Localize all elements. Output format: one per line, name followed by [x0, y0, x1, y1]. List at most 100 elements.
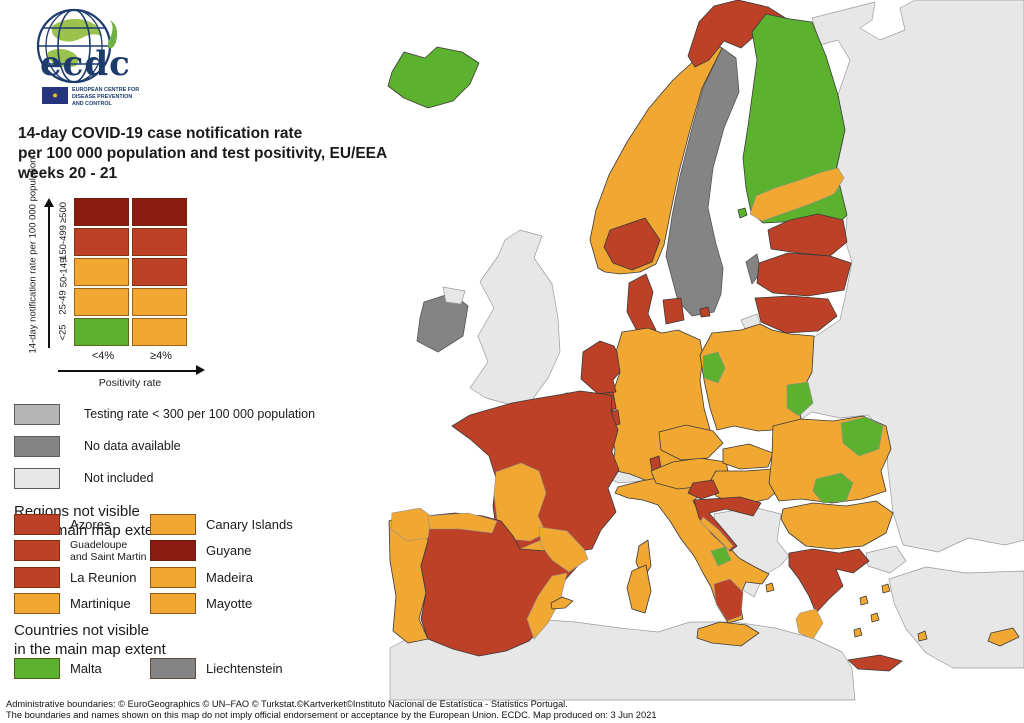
matrix-row-label: 25-49 — [58, 289, 69, 315]
matrix-cell-orange — [74, 258, 129, 286]
swatch-orange — [150, 593, 196, 615]
swatch-nodata — [14, 435, 60, 457]
status-legend-label: Not included — [84, 471, 154, 485]
region-legend-item-label: La Reunion — [70, 569, 137, 585]
map-peloponnese — [795, 608, 824, 640]
map-uk — [469, 229, 561, 405]
map-netherlands — [580, 340, 621, 395]
map-sweden — [665, 47, 740, 317]
map-balearic-islands — [550, 596, 574, 610]
matrix-cell-orange — [132, 318, 187, 346]
map-croatia-coast — [699, 516, 734, 551]
matrix-row: 50-149 — [56, 257, 187, 287]
map-ionian-island — [765, 582, 775, 593]
map-iceland — [387, 46, 480, 109]
swatch-testing — [14, 403, 60, 425]
region-legend-item: Martinique — [14, 591, 150, 618]
matrix-col-label: <4% — [91, 350, 115, 362]
matrix-row: ≥500 — [56, 198, 187, 226]
map-slovakia — [722, 443, 774, 470]
ecdc-globe-icon — [36, 8, 118, 84]
matrix-row-label: 50-149 — [58, 257, 69, 287]
map-aland — [737, 207, 748, 219]
map-turkey — [888, 566, 1024, 669]
matrix-cell-darkred — [74, 198, 129, 226]
region-legend-item-label: Guyane — [206, 543, 252, 559]
region-legend-item-label: Guadeloupe and Saint Martin — [70, 538, 147, 563]
map-molise — [710, 546, 732, 567]
status-legend: Testing rate < 300 per 100 000 populatio… — [14, 398, 344, 494]
region-legend-item: Azores — [14, 511, 150, 538]
map-turkish-thrace — [865, 545, 907, 574]
map-valencia-murcia — [526, 572, 568, 640]
map-northern-ireland — [442, 286, 466, 305]
status-legend-item: Not included — [14, 462, 344, 494]
map-lubusz — [702, 351, 726, 384]
title-line-2: per 100 000 population and test positivi… — [18, 145, 388, 163]
map-denmark — [626, 273, 711, 334]
map-romania-northeast — [840, 416, 884, 457]
country-legend-item: Liechtenstein — [150, 655, 330, 682]
title-line-3: weeks 20 - 21 — [18, 165, 118, 183]
status-legend-item: No data available — [14, 430, 344, 462]
region-legend-item-label: Mayotte — [206, 596, 253, 612]
map-spain-north-coast — [427, 512, 498, 534]
map-greece — [788, 548, 870, 614]
ecdc-org-text: EUROPEAN CENTRE FOR DISEASE PREVENTION A… — [72, 87, 140, 107]
map-aragon-catalonia — [538, 526, 589, 573]
matrix-cell-green — [74, 318, 129, 346]
map-footer: Administrative boundaries: © EuroGeograp… — [6, 699, 1020, 721]
swatch-orange — [14, 593, 60, 615]
matrix-column-labels: <4% ≥4% — [74, 350, 190, 362]
swatch-notincluded — [14, 467, 60, 489]
map-czechia — [658, 424, 724, 461]
map-aegean-islands — [853, 583, 928, 642]
region-legend-item: Madeira — [150, 564, 330, 591]
region-legend-item: Guadeloupe and Saint Martin — [14, 538, 150, 565]
region-legend-item-label: Martinique — [70, 596, 131, 612]
map-estonia — [767, 213, 848, 257]
matrix-cell-brick — [132, 228, 187, 256]
matrix-cell-orange — [74, 288, 129, 316]
matrix-row: 25-49 — [56, 288, 187, 316]
matrix-cell-brick — [132, 258, 187, 286]
swatch-orange — [150, 513, 196, 535]
matrix-cell-orange — [132, 288, 187, 316]
matrix-row-label: ≥500 — [58, 201, 70, 223]
rate-positivity-matrix-legend: 14-day notification rate per 100 000 pop… — [18, 158, 208, 398]
swatch-darkred — [150, 540, 196, 562]
matrix-cell-darkred — [132, 198, 187, 226]
countries-section-heading: Countries not visible in the main map ex… — [14, 622, 166, 659]
country-legend-item: Malta — [14, 655, 150, 682]
ecdc-wordmark: ecdc — [40, 44, 131, 84]
map-lithuania — [754, 295, 838, 334]
map-sicily — [696, 621, 760, 647]
matrix-rows: ≥500 150-499 50-149 25-49 <25 — [56, 198, 187, 348]
region-legend-item: Guyane — [150, 538, 330, 565]
status-legend-item: Testing rate < 300 per 100 000 populatio… — [14, 398, 344, 430]
map-bulgaria — [780, 500, 894, 550]
matrix-cell-brick — [74, 228, 129, 256]
matrix-row: 150-499 — [56, 224, 187, 260]
matrix-y-axis-label: 14-day notification rate per 100 000 pop… — [27, 157, 39, 354]
map-finland-south — [749, 167, 845, 222]
matrix-row-label: 150-499 — [58, 224, 69, 260]
map-galicia — [390, 507, 432, 542]
y-axis-arrow — [48, 206, 50, 348]
swatch-green — [14, 657, 60, 679]
x-axis-arrow — [58, 370, 198, 372]
ecdc-logo: ecdc ✸ EUROPEAN CENTRE FOR DISEASE PREVE… — [12, 4, 152, 109]
region-legend-item-label: Canary Islands — [206, 516, 293, 532]
status-legend-label: No data available — [84, 439, 181, 453]
footer-line-2: The boundaries and names shown on this m… — [6, 709, 657, 720]
map-sardinia — [626, 564, 652, 614]
regions-legend-grid: Azores Canary Islands Guadeloupe and Saint… — [14, 511, 344, 617]
map-norway — [589, 43, 723, 275]
swatch-brick — [14, 513, 60, 535]
country-legend-item-label: Liechtenstein — [206, 660, 283, 676]
countries-legend-grid: Malta Liechtenstein — [14, 655, 344, 682]
y-axis-arrowhead-icon — [44, 198, 54, 207]
region-legend-item-label: Azores — [70, 516, 111, 532]
